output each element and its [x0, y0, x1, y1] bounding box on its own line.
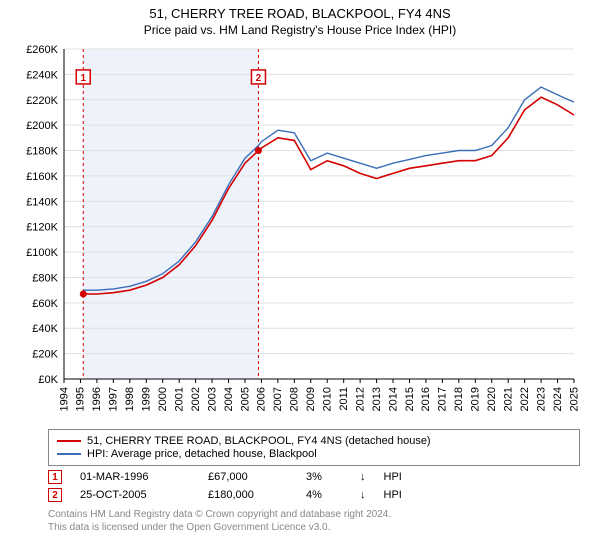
ytick-label: £60K [32, 298, 58, 310]
xtick-label: 2022 [519, 387, 531, 411]
xtick-label: 2013 [371, 387, 383, 411]
sale-rows: 1 01-MAR-1996 £67,000 3% ↓ HPI 2 25-OCT-2005 £18… [48, 470, 580, 502]
legend-row: 51, CHERRY TREE ROAD, BLACKPOOL, FY4 4NS… [57, 435, 571, 447]
sale-dot [80, 290, 87, 297]
ytick-label: £220K [26, 95, 58, 107]
xtick-label: 2002 [190, 387, 202, 411]
legend-box: 51, CHERRY TREE ROAD, BLACKPOOL, FY4 4NS… [48, 429, 580, 466]
xtick-label: 2000 [157, 387, 169, 411]
ytick-label: £40K [32, 323, 58, 335]
sale-price: £67,000 [208, 471, 288, 483]
ytick-label: £260K [26, 44, 58, 56]
sale-vs: HPI [384, 489, 402, 501]
xtick-label: 2003 [206, 387, 218, 411]
xtick-label: 1998 [124, 387, 136, 411]
sale-row: 1 01-MAR-1996 £67,000 3% ↓ HPI [48, 470, 580, 484]
ytick-label: £240K [26, 69, 58, 81]
xtick-label: 2004 [223, 387, 235, 411]
sale-price: £180,000 [208, 489, 288, 501]
footer-line-1: Contains HM Land Registry data © Crown c… [48, 508, 580, 521]
xtick-label: 2012 [354, 387, 366, 411]
footer-attribution: Contains HM Land Registry data © Crown c… [48, 508, 580, 534]
xtick-label: 2016 [420, 387, 432, 411]
ytick-label: £180K [26, 146, 58, 158]
xtick-label: 2025 [568, 387, 580, 411]
xtick-label: 2023 [535, 387, 547, 411]
sale-badge: 2 [48, 488, 62, 502]
sale-badge-number: 2 [256, 73, 262, 84]
xtick-label: 2001 [173, 387, 185, 411]
xtick-label: 2009 [305, 387, 317, 411]
xtick-label: 2010 [322, 387, 334, 411]
xtick-label: 2017 [437, 387, 449, 411]
sale-badge-number: 1 [80, 73, 86, 84]
sale-pct: 3% [306, 471, 342, 483]
xtick-label: 2015 [404, 387, 416, 411]
ytick-label: £160K [26, 171, 58, 183]
legend-text: 51, CHERRY TREE ROAD, BLACKPOOL, FY4 4NS… [87, 435, 431, 447]
xtick-label: 1999 [141, 387, 153, 411]
chart-subtitle: Price paid vs. HM Land Registry's House … [0, 21, 600, 41]
legend-swatch [57, 440, 81, 442]
shade-band [83, 49, 258, 379]
ytick-label: £80K [32, 272, 58, 284]
ytick-label: £100K [26, 247, 58, 259]
sale-dot [255, 147, 262, 154]
sale-row: 2 25-OCT-2005 £180,000 4% ↓ HPI [48, 488, 580, 502]
footer-line-2: This data is licensed under the Open Gov… [48, 521, 580, 534]
xtick-label: 2007 [272, 387, 284, 411]
xtick-label: 1994 [58, 387, 70, 411]
ytick-label: £0K [38, 374, 58, 386]
ytick-label: £200K [26, 120, 58, 132]
xtick-label: 2006 [256, 387, 268, 411]
chart-svg: £0K £20K £40K £60K £80K £100K £120K £140K £160K £… [20, 41, 580, 421]
sale-date: 25-OCT-2005 [80, 489, 190, 501]
xtick-label: 2011 [338, 387, 350, 411]
xtick-label: 2020 [486, 387, 498, 411]
sale-badge: 1 [48, 470, 62, 484]
ytick-label: £20K [32, 349, 58, 361]
sale-pct: 4% [306, 489, 342, 501]
down-arrow-icon: ↓ [360, 489, 366, 501]
xtick-label: 1997 [108, 387, 120, 411]
xtick-label: 2019 [470, 387, 482, 411]
xtick-label: 1995 [75, 387, 87, 411]
sale-date: 01-MAR-1996 [80, 471, 190, 483]
legend-swatch [57, 453, 81, 455]
xtick-label: 2021 [502, 387, 514, 411]
legend-text: HPI: Average price, detached house, Blac… [87, 448, 317, 460]
down-arrow-icon: ↓ [360, 471, 366, 483]
ytick-label: £120K [26, 222, 58, 234]
ytick-label: £140K [26, 196, 58, 208]
xtick-label: 2005 [239, 387, 251, 411]
xtick-label: 2018 [453, 387, 465, 411]
xtick-label: 1996 [91, 387, 103, 411]
xtick-label: 2014 [387, 387, 399, 411]
chart-title: 51, CHERRY TREE ROAD, BLACKPOOL, FY4 4NS [0, 0, 600, 21]
chart-area: £0K £20K £40K £60K £80K £100K £120K £140K £160K £… [20, 41, 580, 421]
legend-row: HPI: Average price, detached house, Blac… [57, 448, 571, 460]
sale-vs: HPI [384, 471, 402, 483]
xtick-label: 2008 [289, 387, 301, 411]
xtick-label: 2024 [552, 387, 564, 411]
